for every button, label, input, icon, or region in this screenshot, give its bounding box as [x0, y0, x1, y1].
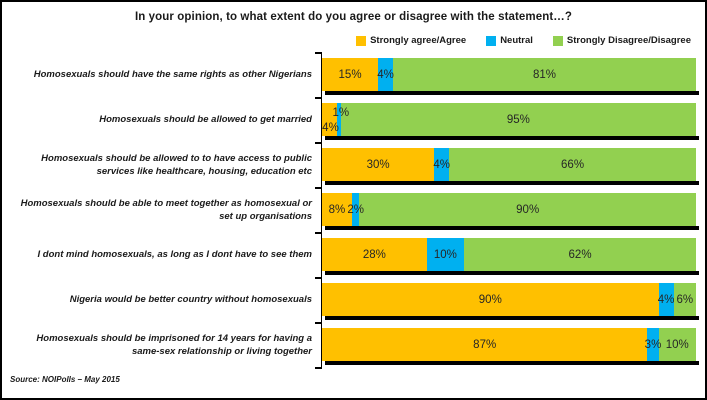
legend-item: Strongly agree/Agree — [356, 35, 466, 46]
category-label: Homosexuals should be able to meet toget… — [20, 198, 312, 222]
bar-segment: 4% — [657, 283, 675, 316]
value-label: 4% — [377, 68, 394, 81]
bar-segment: 10% — [658, 328, 696, 361]
bar-shadow — [325, 136, 699, 140]
bar-shadow — [325, 226, 699, 230]
bar-shadow — [325, 181, 699, 185]
bar-shadow — [325, 91, 699, 95]
bar-segment: 90% — [359, 193, 696, 226]
bar-shadow — [325, 271, 699, 275]
bar-segment: 30% — [322, 148, 435, 181]
stacked-bar: 30% 4% 66% — [322, 148, 699, 185]
category-label: Homosexuals should be allowed to get mar… — [99, 114, 312, 126]
bar-segment: 15% — [322, 58, 379, 91]
bar-segment: 3% — [645, 328, 661, 361]
bar-cell: 30% 4% 66% — [315, 142, 699, 188]
value-label: 10% — [433, 248, 457, 261]
value-label: 90% — [478, 293, 502, 306]
category-label: Homosexuals should have the same rights … — [33, 69, 312, 81]
category-label: I dont mind homosexuals, as long as I do… — [37, 249, 313, 261]
bar-segment: 8% — [322, 193, 352, 226]
bar-cell: 28% 10% 62% — [315, 232, 699, 278]
bar-segment: 87% — [322, 328, 648, 361]
bar-segment: 10% — [426, 238, 465, 271]
bar-cell: 8% 2% 90% — [315, 187, 699, 233]
category-row: Homosexuals should be allowed to get mar… — [8, 97, 699, 143]
value-label: 1% — [332, 106, 350, 119]
bar-cell: 87% 3% 10% — [315, 322, 699, 369]
value-label: 28% — [362, 248, 386, 261]
stacked-bar: 4% 1% 95% — [322, 103, 699, 140]
stacked-bar: 28% 10% 62% — [322, 238, 699, 275]
legend-swatch-icon — [486, 35, 497, 46]
legend-label: Neutral — [500, 35, 533, 46]
bar-segment: 95% — [340, 103, 696, 136]
bar-segment: 4% — [322, 103, 339, 136]
legend-label: Strongly agree/Agree — [370, 35, 467, 46]
value-label: 62% — [568, 248, 592, 261]
category-row: Homosexuals should be able to meet toget… — [8, 187, 699, 233]
category-row: I dont mind homosexuals, as long as I do… — [8, 232, 699, 278]
bar-cell: 4% 1% 95% — [315, 97, 699, 143]
value-label: 81% — [533, 68, 557, 81]
value-label: 87% — [473, 338, 497, 351]
bar-segment: 6% — [673, 283, 696, 316]
bar-segment: 90% — [322, 283, 659, 316]
plot-area: Homosexuals should have the same rights … — [8, 52, 699, 369]
bar-segment: 81% — [393, 58, 696, 91]
bar-segment: 28% — [322, 238, 427, 271]
bar-segment: 4% — [433, 148, 450, 181]
value-label: 10% — [665, 338, 689, 351]
category-row: Homosexuals should be allowed to to have… — [8, 142, 699, 188]
category-row: Nigeria would be better country without … — [8, 277, 699, 323]
value-label: 66% — [561, 158, 585, 171]
bar-shadow — [325, 361, 699, 365]
category-row: Homosexuals should be imprisoned for 14 … — [8, 322, 699, 369]
value-label: 95% — [506, 113, 530, 126]
stacked-bar: 8% 2% 90% — [322, 193, 699, 230]
category-label: Nigeria would be better country without … — [69, 294, 312, 306]
chart-title: In your opinion, to what extent do you a… — [134, 11, 573, 23]
value-label: 4% — [433, 158, 450, 171]
category-label: Homosexuals should be allowed to to have… — [41, 153, 312, 177]
stacked-bar: 87% 3% 10% — [322, 328, 699, 365]
bar-segment: 1% — [333, 103, 349, 136]
category-label: Homosexuals should be imprisoned for 14 … — [36, 333, 312, 357]
bar-segment: 4% — [377, 58, 394, 91]
source-note: Source: NOIPolls – May 2015 — [10, 375, 120, 384]
category-row: Homosexuals should have the same rights … — [8, 52, 699, 98]
stacked-bar: 15% 4% 81% — [322, 58, 699, 95]
value-label: 15% — [338, 68, 362, 81]
legend-swatch-icon — [356, 35, 367, 46]
stacked-bar: 90% 4% 6% — [322, 283, 699, 320]
value-label: 4% — [322, 121, 339, 134]
bar-cell: 90% 4% 6% — [315, 277, 699, 323]
value-label: 4% — [657, 293, 675, 306]
bar-shadow — [325, 316, 699, 320]
legend-item: Neutral — [486, 35, 533, 46]
value-label: 6% — [676, 293, 694, 306]
legend-label: Strongly Disagree/Disagree — [566, 35, 691, 46]
bar-segment: 66% — [449, 148, 696, 181]
legend-item: Strongly Disagree/Disagree — [552, 35, 691, 46]
bar-segment: 2% — [347, 193, 364, 226]
value-label: 90% — [516, 203, 540, 216]
value-label: 2% — [347, 203, 364, 216]
bar-segment: 62% — [464, 238, 696, 271]
category-rows: Homosexuals should have the same rights … — [8, 52, 699, 369]
legend-swatch-icon — [552, 35, 563, 46]
legend: Strongly agree/Agree Neutral Strongly Disa… — [2, 34, 691, 47]
bar-cell: 15% 4% 81% — [315, 52, 699, 98]
value-label: 30% — [366, 158, 390, 171]
value-label: 8% — [328, 203, 346, 216]
value-label: 3% — [644, 338, 662, 351]
